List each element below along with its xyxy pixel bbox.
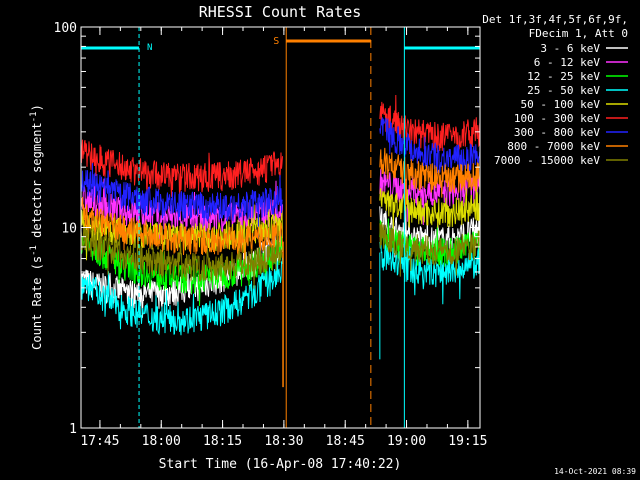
saa-label: S — [273, 36, 279, 47]
chart-title: RHESSI Count Rates — [199, 3, 362, 21]
y-axis-label: Count Rate (s-1 detector segment-1) — [29, 104, 44, 350]
series-line-9-seg2 — [379, 222, 481, 277]
y-axis-label-part3: ) — [30, 104, 44, 111]
x-tick-label: 18:00 — [142, 434, 181, 449]
y-axis-label-sup2: -1 — [29, 111, 39, 122]
y-tick-label: 10 — [61, 222, 77, 237]
legend-entry-label: 50 - 100 keV — [521, 98, 601, 111]
legend-entry-label: 100 - 300 keV — [514, 112, 600, 125]
series-line-6-seg2 — [379, 94, 481, 165]
generation-timestamp: 14-Oct-2021 08:39 — [554, 467, 636, 476]
legend-entry-label: 800 - 7000 keV — [507, 140, 600, 153]
series-line-9-seg1 — [80, 225, 283, 289]
legend: Det 1f,3f,4f,5f,6f,9f, FDecim 1, Att 0 3… — [482, 13, 628, 167]
legend-entry-label: 12 - 25 keV — [527, 70, 600, 83]
legend-entry-label: 6 - 12 keV — [534, 56, 601, 69]
x-tick-label: 19:15 — [448, 434, 487, 449]
series-line-7-seg1 — [80, 163, 283, 238]
series-line-8-seg1 — [80, 196, 283, 267]
y-tick-label: 100 — [54, 21, 77, 36]
legend-entry-label: 3 - 6 keV — [540, 42, 600, 55]
series-line-5-seg2 — [379, 180, 481, 233]
legend-header-line1: Det 1f,3f,4f,5f,6f,9f, — [482, 13, 628, 26]
legend-entry-label: 300 - 800 keV — [514, 126, 600, 139]
y-axis-label-sup1: -1 — [29, 245, 39, 256]
axes-layer: 17:45 18:00 18:15 18:30 18:45 19:00 19:15 1 10 10… — [54, 21, 488, 449]
series-line-4-seg1 — [80, 256, 283, 336]
legend-entry-label: 25 - 50 keV — [527, 84, 600, 97]
y-tick-label: 1 — [69, 422, 77, 437]
series-line-8-seg2 — [379, 147, 481, 206]
x-tick-label: 19:00 — [387, 434, 426, 449]
series-line-7-seg2 — [379, 117, 481, 174]
x-tick-label: 18:45 — [326, 434, 365, 449]
y-axis-label-part1: Count Rate (s — [30, 256, 44, 350]
y-axis-label-part2: detector segment — [30, 122, 44, 245]
legend-header-line2: FDecim 1, Att 0 — [529, 27, 628, 40]
series-line-3-seg1 — [80, 231, 283, 307]
legend-entry-label: 7000 - 15000 keV — [494, 154, 600, 167]
x-tick-label: 17:45 — [80, 434, 119, 449]
x-tick-label: 18:30 — [264, 434, 303, 449]
x-tick-label: 18:15 — [203, 434, 242, 449]
series-line-6-seg1 — [80, 139, 283, 198]
night-label: N — [147, 43, 152, 53]
data-layer — [80, 94, 481, 336]
x-axis-label: Start Time (16-Apr-08 17:40:22) — [159, 457, 402, 472]
